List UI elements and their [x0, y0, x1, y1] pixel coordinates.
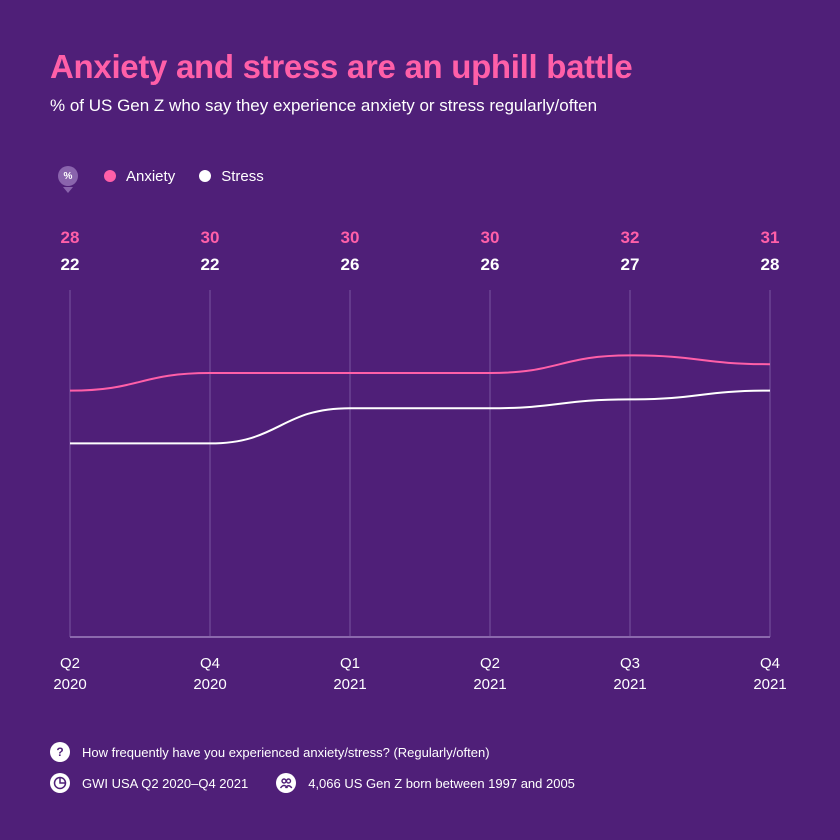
footer-meta: GWI USA Q2 2020–Q4 2021 4,066 US Gen Z b…	[50, 773, 575, 793]
x-tick-label-5-quarter: Q4	[760, 655, 780, 672]
legend-label-anxiety: Anxiety	[126, 167, 176, 185]
people-icon	[276, 773, 297, 793]
data-label-stress-2: 26	[341, 255, 360, 274]
legend-item-anxiety: Anxiety	[104, 168, 175, 185]
chart-title: Anxiety and stress are an uphill battle	[50, 48, 633, 85]
x-tick-label-0-year: 2020	[53, 676, 86, 693]
globe-icon	[50, 773, 70, 793]
data-label-anxiety-3: 30	[481, 228, 500, 247]
x-tick-label-3-year: 2021	[473, 676, 506, 693]
data-label-stress-0: 22	[61, 255, 80, 274]
x-tick-label-2-year: 2021	[333, 676, 366, 693]
legend-label-stress: Stress	[221, 167, 264, 185]
data-label-anxiety-5: 31	[761, 228, 780, 247]
data-label-anxiety-0: 28	[61, 228, 80, 247]
question-icon: ?	[50, 742, 70, 762]
percent-icon: %	[58, 166, 78, 193]
series-line-stress	[69, 389, 771, 445]
x-tick-label-4-quarter: Q3	[620, 655, 640, 672]
chart-subtitle: % of US Gen Z who say they experience an…	[50, 96, 598, 115]
data-label-anxiety-1: 30	[201, 228, 220, 247]
data-label-stress-1: 22	[201, 255, 220, 274]
footer-question-text: How frequently have you experienced anxi…	[82, 744, 490, 760]
legend-swatch-stress	[199, 170, 212, 182]
x-tick-label-1-quarter: Q4	[200, 655, 220, 672]
data-label-stress-4: 27	[621, 255, 640, 274]
x-tick-label-1-year: 2020	[193, 676, 226, 693]
line-chart: 28 30 30 30 32 31 22 22 26 26 27 28 Q2 2020 Q4 2020 Q1 20…	[53, 228, 786, 693]
x-tick-label-5-year: 2021	[753, 676, 786, 693]
legend: % Anxiety Stress	[58, 166, 278, 193]
x-tick-label-3-quarter: Q2	[480, 655, 500, 672]
data-label-stress-5: 28	[761, 255, 780, 274]
legend-item-stress: Stress	[199, 168, 264, 185]
data-label-stress-3: 26	[481, 255, 500, 274]
footer-source-text: GWI USA Q2 2020–Q4 2021	[82, 775, 249, 791]
data-label-anxiety-4: 32	[621, 228, 640, 247]
footer-question: ? How frequently have you experienced an…	[50, 742, 490, 762]
x-tick-label-0-quarter: Q2	[60, 655, 80, 672]
x-tick-label-2-quarter: Q1	[340, 655, 360, 672]
legend-swatch-anxiety	[104, 170, 116, 182]
data-label-anxiety-2: 30	[341, 228, 360, 247]
x-tick-label-4-year: 2021	[613, 676, 646, 693]
series-line-anxiety	[69, 354, 771, 392]
footer-sample-text: 4,066 US Gen Z born between 1997 and 200…	[308, 775, 575, 791]
